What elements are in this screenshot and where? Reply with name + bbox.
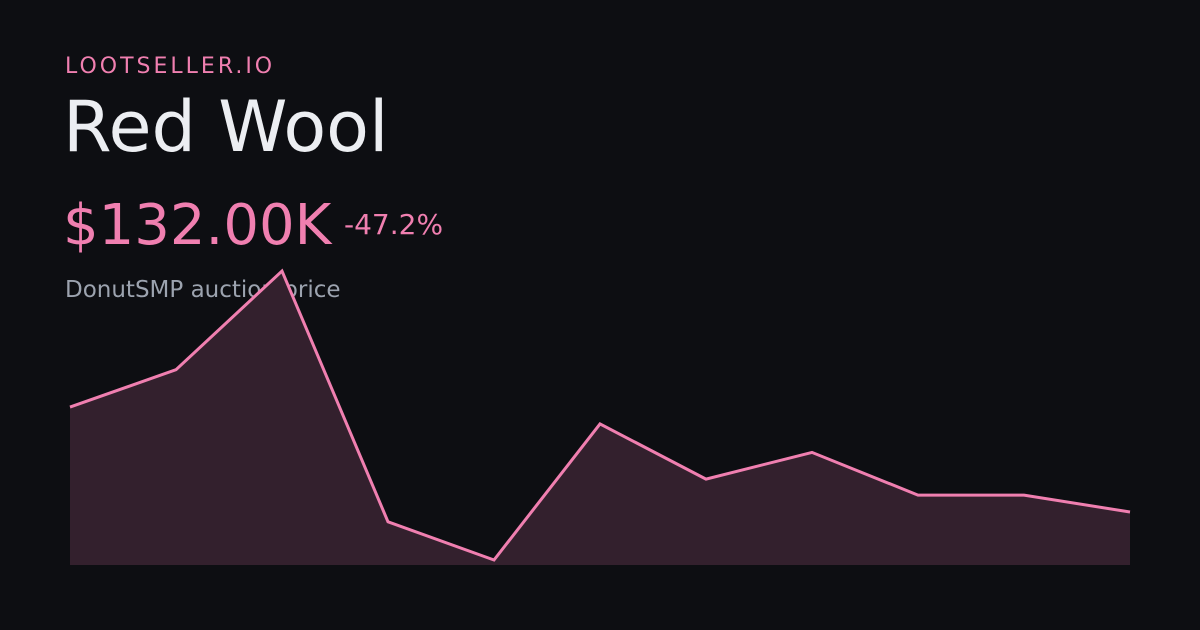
price-line (69, 268, 1131, 562)
subtitle: DonutSMP auction price (65, 277, 341, 303)
price: $132.00K (63, 193, 333, 258)
brand: LOOTSELLER.IO (65, 54, 275, 79)
chart (69, 268, 1131, 565)
item-title: Red Wool (63, 86, 388, 168)
price-change: -47.2% (344, 208, 443, 241)
area (70, 271, 1130, 565)
